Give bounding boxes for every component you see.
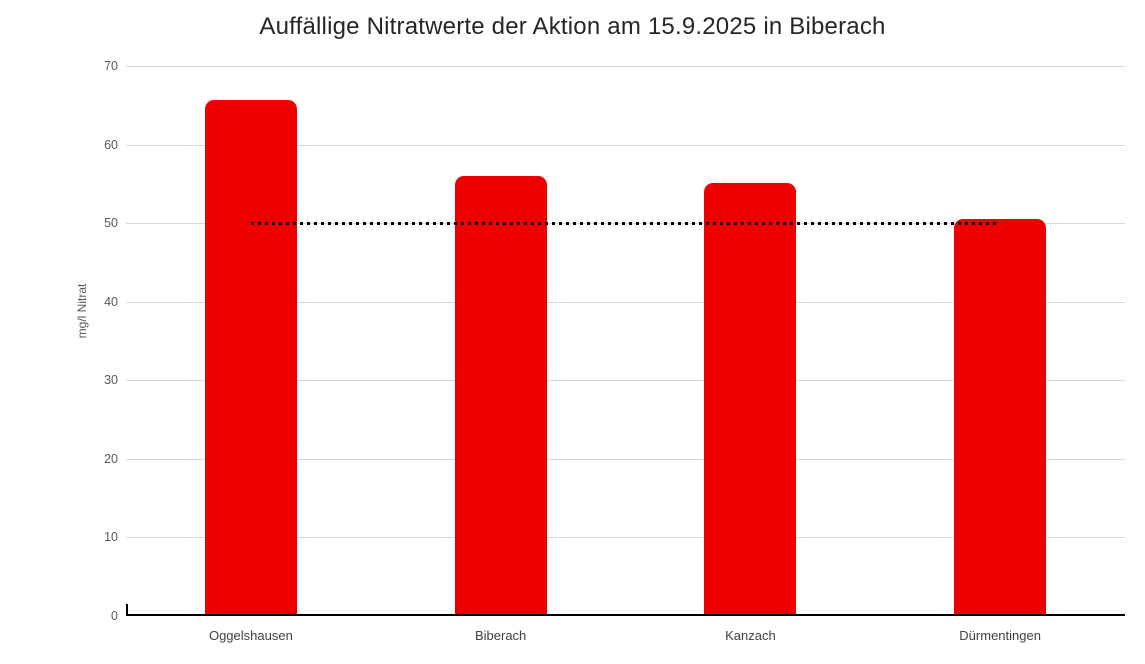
bar-biberach [454, 176, 547, 614]
gridline-30 [126, 380, 1125, 382]
bar-oggelshausen [204, 100, 297, 614]
category-label-dürmentingen: Dürmentingen [959, 628, 1041, 643]
y-tick-label: 70 [104, 59, 118, 73]
x-axis-line [126, 614, 1125, 616]
gridline-60 [126, 144, 1125, 146]
gridline-70 [126, 66, 1125, 67]
y-axis-title: mg/l Nitrat [75, 283, 89, 339]
y-tick-label: 30 [104, 373, 118, 388]
plot-area [126, 66, 1125, 616]
gridline-20 [126, 458, 1125, 460]
y-tick-label: 10 [104, 530, 118, 545]
category-label-kanzach: Kanzach [725, 628, 776, 643]
category-label-oggelshausen: Oggelshausen [208, 628, 293, 643]
bar-dürmentingen [954, 218, 1047, 614]
y-tick-label: 40 [104, 294, 118, 309]
chart-title: Auffällige Nitratwerte der Aktion am 15.… [259, 13, 886, 40]
y-tick-label: 50 [104, 216, 118, 231]
limit-line-50 [250, 221, 1001, 225]
y-tick-label: 0 [111, 609, 118, 623]
y-tick-label: 60 [104, 137, 118, 152]
bar-kanzach [704, 183, 797, 614]
gridline-40 [126, 301, 1125, 303]
axis-origin-tick [126, 604, 128, 614]
y-tick-label: 20 [104, 451, 118, 466]
gridline-10 [126, 537, 1125, 539]
category-label-biberach: Biberach [474, 628, 527, 643]
